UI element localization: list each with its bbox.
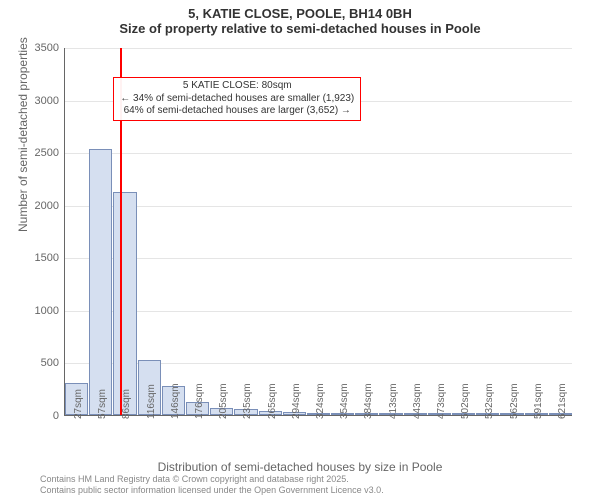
- y-tick-label: 3000: [35, 95, 59, 107]
- x-tick-label: 57sqm: [97, 389, 108, 419]
- grid-line: [65, 311, 572, 312]
- chart-title-block: 5, KATIE CLOSE, POOLE, BH14 0BH Size of …: [0, 0, 600, 36]
- y-tick-label: 3500: [35, 42, 59, 54]
- x-tick-label: 86sqm: [121, 389, 132, 419]
- x-tick-label: 235sqm: [242, 383, 253, 419]
- histogram-bar: [89, 149, 112, 415]
- x-axis-label: Distribution of semi-detached houses by …: [0, 460, 600, 474]
- grid-line: [65, 48, 572, 49]
- x-tick-label: 205sqm: [218, 383, 229, 419]
- x-tick-label: 265sqm: [267, 383, 278, 419]
- x-tick-label: 621sqm: [557, 383, 568, 419]
- y-tick-label: 2000: [35, 200, 59, 212]
- x-tick-label: 532sqm: [484, 383, 495, 419]
- grid-line: [65, 258, 572, 259]
- x-tick-label: 591sqm: [533, 383, 544, 419]
- credits-line-1: Contains HM Land Registry data © Crown c…: [40, 474, 384, 485]
- x-tick-label: 27sqm: [73, 389, 84, 419]
- x-tick-label: 502sqm: [460, 383, 471, 419]
- grid-line: [65, 206, 572, 207]
- x-tick-label: 146sqm: [170, 383, 181, 419]
- annotation-line: 64% of semi-detached houses are larger (…: [120, 105, 354, 118]
- title-line-1: 5, KATIE CLOSE, POOLE, BH14 0BH: [0, 6, 600, 21]
- annotation-line: 5 KATIE CLOSE: 80sqm: [120, 80, 354, 93]
- credits-block: Contains HM Land Registry data © Crown c…: [40, 474, 384, 496]
- y-axis-label: Number of semi-detached properties: [16, 37, 30, 232]
- x-tick-label: 413sqm: [388, 383, 399, 419]
- annotation-box: 5 KATIE CLOSE: 80sqm← 34% of semi-detach…: [113, 77, 361, 121]
- y-tick-label: 1000: [35, 305, 59, 317]
- y-tick-label: 2500: [35, 147, 59, 159]
- plot-region: 050010001500200025003000350027sqm57sqm86…: [64, 48, 572, 416]
- credits-line-2: Contains public sector information licen…: [40, 485, 384, 496]
- x-tick-label: 473sqm: [436, 383, 447, 419]
- x-tick-label: 562sqm: [509, 383, 520, 419]
- histogram-bar: [113, 192, 136, 415]
- y-tick-label: 500: [41, 357, 59, 369]
- chart-plot-area: 050010001500200025003000350027sqm57sqm86…: [64, 48, 572, 416]
- x-tick-label: 294sqm: [291, 383, 302, 419]
- y-tick-label: 0: [53, 410, 59, 422]
- x-tick-label: 176sqm: [194, 383, 205, 419]
- grid-line: [65, 153, 572, 154]
- title-line-2: Size of property relative to semi-detach…: [0, 21, 600, 36]
- x-tick-label: 384sqm: [363, 383, 374, 419]
- x-tick-label: 116sqm: [146, 384, 157, 419]
- y-tick-label: 1500: [35, 252, 59, 264]
- annotation-line: ← 34% of semi-detached houses are smalle…: [120, 93, 354, 106]
- x-tick-label: 324sqm: [315, 383, 326, 419]
- x-tick-label: 443sqm: [412, 383, 423, 419]
- x-tick-label: 354sqm: [339, 383, 350, 419]
